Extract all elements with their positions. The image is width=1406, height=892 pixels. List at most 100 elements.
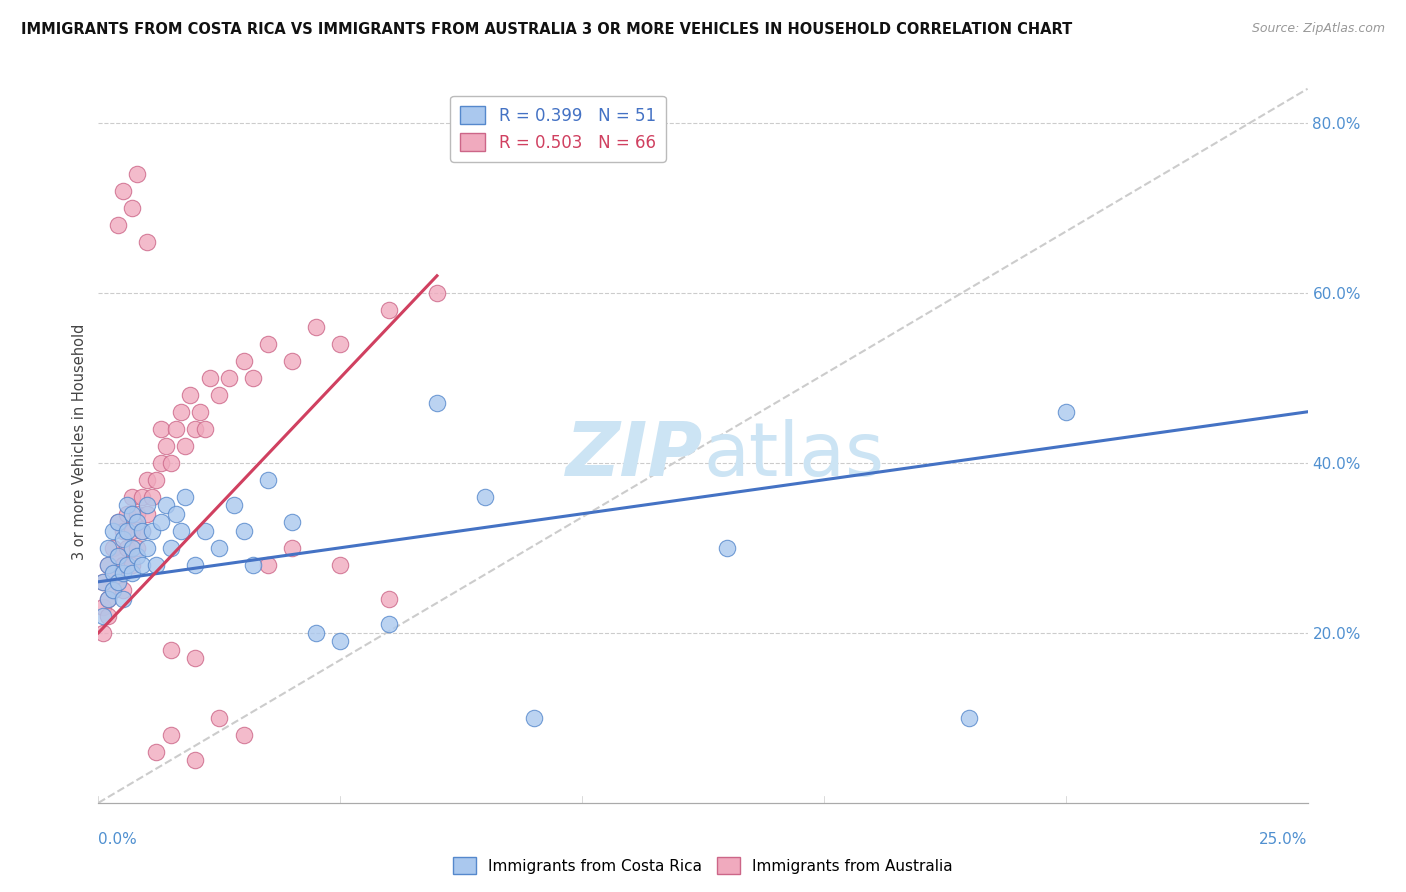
Point [232,728,254,742]
Point [165,507,187,521]
Point [957,711,980,725]
Point [107,574,129,589]
Text: Source: ZipAtlas.com: Source: ZipAtlas.com [1251,22,1385,36]
Point [174,439,197,453]
Point [218,371,240,385]
Point [150,422,173,436]
Point [131,524,153,538]
Text: atlas: atlas [703,419,884,492]
Point [97,591,120,606]
Point [107,218,129,232]
Point [256,473,278,487]
Point [256,336,278,351]
Legend: R = 0.399   N = 51, R = 0.503   N = 66: R = 0.399 N = 51, R = 0.503 N = 66 [450,95,665,161]
Point [232,524,254,538]
Point [121,558,143,572]
Point [184,422,207,436]
Point [160,456,183,470]
Point [117,507,139,521]
Point [165,422,187,436]
Point [111,566,134,581]
Text: ZIP: ZIP [565,419,703,492]
Point [107,516,129,530]
Point [107,549,129,564]
Point [117,558,139,572]
Point [150,456,173,470]
Text: IMMIGRANTS FROM COSTA RICA VS IMMIGRANTS FROM AUSTRALIA 3 OR MORE VEHICLES IN HO: IMMIGRANTS FROM COSTA RICA VS IMMIGRANTS… [21,22,1073,37]
Text: 25.0%: 25.0% [1260,831,1308,847]
Point [426,285,449,300]
Point [256,558,278,572]
Point [101,566,124,581]
Point [121,490,143,504]
Point [184,558,207,572]
Point [101,524,124,538]
Point [101,583,124,598]
Point [426,396,449,410]
Point [242,558,264,572]
Point [232,353,254,368]
Point [160,541,183,555]
Point [377,617,399,632]
Point [111,558,134,572]
Point [101,583,124,598]
Point [188,405,211,419]
Point [97,591,120,606]
Point [91,625,114,640]
Point [281,516,304,530]
Point [127,516,149,530]
Point [107,516,129,530]
Point [107,574,129,589]
Point [474,490,496,504]
Point [155,498,177,512]
Point [194,422,217,436]
Point [155,439,177,453]
Point [117,541,139,555]
Point [222,498,245,512]
Point [145,745,167,759]
Point [242,371,264,385]
Point [121,541,143,555]
Point [135,473,157,487]
Point [150,516,173,530]
Point [179,388,201,402]
Point [141,524,163,538]
Y-axis label: 3 or more Vehicles in Household: 3 or more Vehicles in Household [72,324,87,559]
Point [111,184,134,198]
Point [117,498,139,512]
Point [208,541,231,555]
Point [523,711,546,725]
Point [208,388,231,402]
Point [101,541,124,555]
Point [329,634,352,648]
Point [716,541,738,555]
Point [121,566,143,581]
Point [91,574,114,589]
Point [141,490,163,504]
Point [91,574,114,589]
Point [135,235,157,249]
Point [281,353,304,368]
Point [111,533,134,547]
Point [121,507,143,521]
Point [329,558,352,572]
Point [169,524,191,538]
Point [121,201,143,215]
Legend: Immigrants from Costa Rica, Immigrants from Australia: Immigrants from Costa Rica, Immigrants f… [447,851,959,880]
Point [111,591,134,606]
Point [184,753,207,767]
Point [97,558,120,572]
Point [160,728,183,742]
Point [135,541,157,555]
Point [377,591,399,606]
Point [91,608,114,623]
Point [131,558,153,572]
Point [194,524,217,538]
Point [329,336,352,351]
Point [208,711,231,725]
Point [160,642,183,657]
Point [127,167,149,181]
Point [121,524,143,538]
Text: 0.0%: 0.0% [98,831,138,847]
Point [184,651,207,665]
